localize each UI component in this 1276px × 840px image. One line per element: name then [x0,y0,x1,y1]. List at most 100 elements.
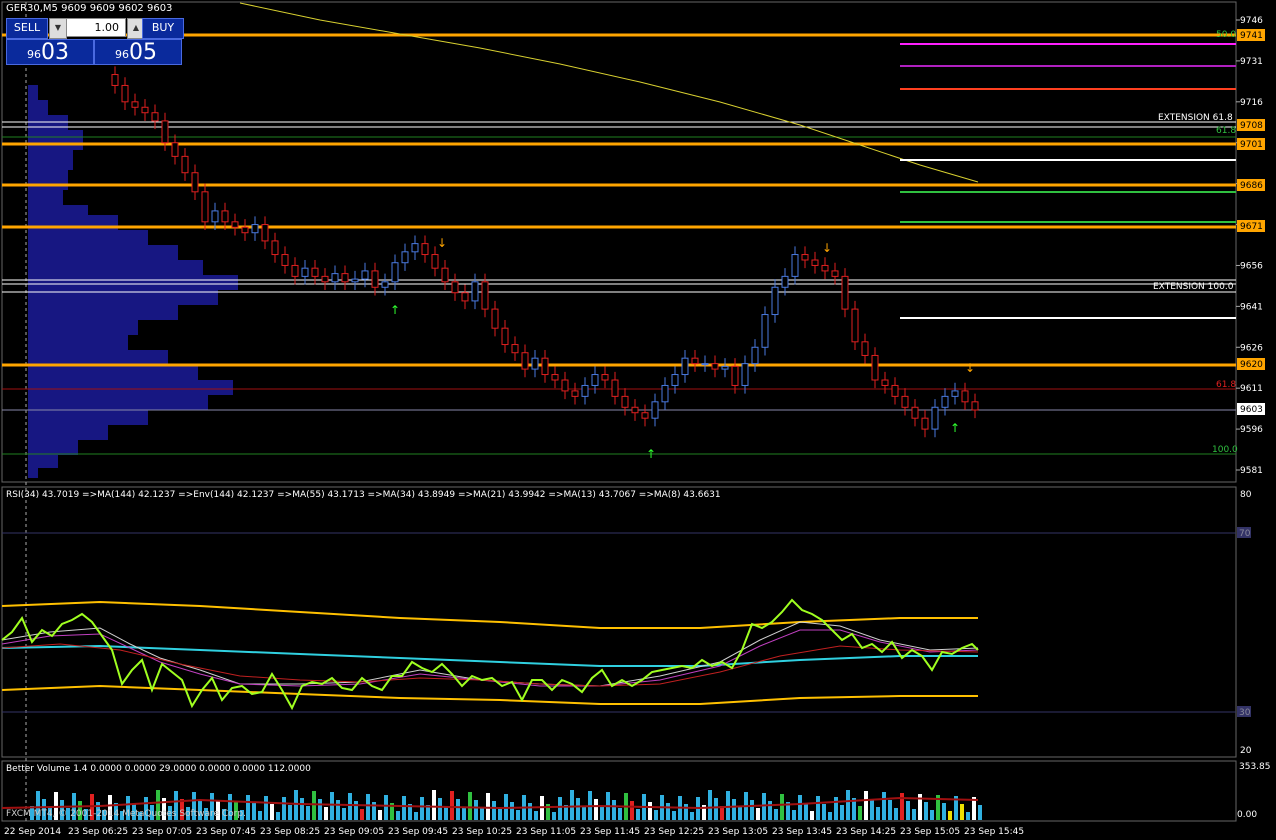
volume-profile-bar [28,365,198,380]
candle-body [551,374,559,381]
volume-bar [690,812,694,820]
candle-body [261,224,269,242]
volume-bar [348,793,352,820]
volume-bar [792,810,796,820]
time-tick-label: 23 Sep 12:25 [644,827,704,837]
time-tick-label: 23 Sep 15:45 [964,827,1024,837]
price-tag-label: 9671 [1240,222,1263,232]
price-tick-label: 9626 [1240,343,1263,353]
volume-bar [822,804,826,820]
time-tick-label: 23 Sep 15:05 [900,827,960,837]
volume-profile-bar [28,85,38,100]
volume-bar [774,809,778,820]
candle-body [901,395,909,408]
bid-price-button[interactable]: 96 03 [6,39,94,65]
volume-profile-bar [28,468,38,478]
volume-bar [702,805,706,820]
volume-bar [408,804,412,820]
volume-down-icon[interactable]: ▼ [49,18,67,39]
volume-bar [768,801,772,820]
candle-body [931,406,939,430]
candle-body [541,357,549,376]
candle-body [951,390,959,397]
candle-body [501,327,509,346]
candle-body [781,275,789,288]
volume-bar [426,805,430,820]
time-axis: 22 Sep 2014 23 Sep 06:25 23 Sep 07:05 23 Se… [4,827,1024,837]
volume-bar [930,810,934,820]
volume-max-label: 353.85 [1239,762,1271,772]
chart-title: GER30,M5 9609 9609 9602 9603 [6,3,173,14]
candle-body [811,259,819,266]
volume-bar [834,797,838,820]
down-arrow-icon: ↓ [965,361,975,375]
candle-body [641,412,649,419]
volume-bar [918,794,922,820]
price-tag [1237,403,1265,415]
volume-bar [600,807,604,820]
volume-profile-bar [28,425,108,440]
volume-bar [468,792,472,820]
fib-618-top-label: 61.8 [1216,126,1236,136]
rsi-level-30-box [1237,706,1251,717]
volume-bar [390,803,394,820]
candle-body [801,254,809,261]
candle-body [731,365,739,386]
candle-body [241,226,249,234]
volume-bar [144,797,148,820]
volume-bar [276,812,280,820]
price-tag [1237,119,1265,131]
candle-body [791,254,799,277]
volume-bar [30,806,34,820]
price-tick-label: 9716 [1240,98,1263,108]
time-tick-label: 23 Sep 10:25 [452,827,512,837]
volume-bar [138,812,142,820]
volume-bar [204,808,208,820]
candle-body [491,308,499,329]
volume-bar [330,792,334,820]
volume-bar [582,806,586,820]
candle-body [421,243,429,256]
ask-price-button[interactable]: 96 05 [94,39,182,65]
volume-bar [174,791,178,820]
candle-body [141,106,149,114]
volume-bar [858,806,862,820]
candle-body [911,406,919,419]
candlestick-series [111,66,979,438]
volume-profile-bar [28,100,48,115]
candle-body [571,390,579,397]
price-tag-label: 9603 [1240,405,1263,415]
time-tick-label: 23 Sep 09:45 [388,827,448,837]
volume-bar [732,799,736,820]
volume-bar [876,807,880,820]
volume-bar [258,811,262,820]
volume-bar [666,803,670,820]
candle-body [221,210,229,223]
volume-bar [186,807,190,820]
time-tick-label: 23 Sep 07:05 [132,827,192,837]
volume-input[interactable]: 1.00 [66,18,126,37]
signal-arrows: ↓ ↓ ↓ ↑ ↑ ↑ [390,236,975,461]
volume-bar [156,790,160,820]
volume-profile-bar [28,380,233,395]
candle-body [871,354,879,381]
volume-min-label: 0.00 [1237,810,1257,820]
volume-bar [354,801,358,820]
price-tag-label: 9701 [1240,140,1263,150]
price-tag-label: 9686 [1240,181,1263,191]
volume-bar [48,807,52,820]
volume-profile-bar [28,455,58,468]
volume-profile-bar [28,245,178,260]
volume-bar [558,797,562,820]
price-tag [1237,220,1265,232]
volume-bar [882,792,886,820]
candle-body [401,251,409,264]
up-arrow-icon: ↑ [390,303,400,317]
buy-button[interactable]: BUY [142,18,184,39]
volume-profile-bar [28,320,138,335]
volume-profile-bar [28,205,88,215]
price-tick-label: 9581 [1240,466,1263,476]
volume-bar [870,799,874,820]
sell-button[interactable]: SELL [6,18,48,39]
